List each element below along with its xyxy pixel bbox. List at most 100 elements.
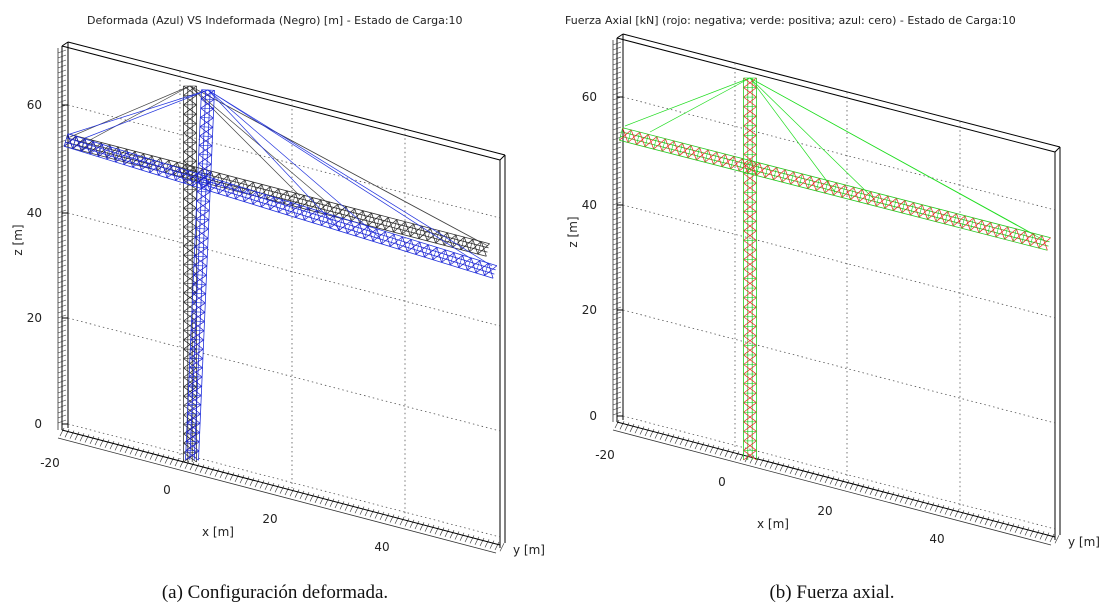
line xyxy=(970,217,974,231)
panel: Deformada (Azul) VS Indeformada (Negro) … xyxy=(11,14,545,557)
line xyxy=(132,154,137,168)
line xyxy=(924,501,930,510)
truss xyxy=(185,89,215,461)
line xyxy=(679,143,683,156)
line xyxy=(749,77,1048,243)
line xyxy=(418,226,423,239)
line xyxy=(364,226,369,239)
line xyxy=(195,218,209,221)
panel-title: Deformada (Azul) VS Indeformada (Negro) … xyxy=(87,14,463,27)
line xyxy=(467,260,480,271)
x-axis-label: x [m] xyxy=(202,525,234,539)
line xyxy=(194,255,208,267)
line xyxy=(183,104,197,115)
line xyxy=(978,222,991,233)
line xyxy=(479,537,485,547)
line xyxy=(619,421,625,430)
line xyxy=(187,403,201,415)
line xyxy=(704,149,709,163)
line xyxy=(183,198,197,209)
line xyxy=(207,89,471,259)
line xyxy=(833,182,837,196)
line xyxy=(192,175,206,187)
line xyxy=(499,543,505,552)
line xyxy=(743,144,757,155)
line xyxy=(459,532,465,541)
line xyxy=(57,219,67,224)
line xyxy=(275,188,279,202)
line xyxy=(198,154,212,165)
line xyxy=(183,236,197,247)
line xyxy=(484,265,498,276)
line xyxy=(57,119,67,124)
line xyxy=(187,413,201,415)
line xyxy=(99,438,105,447)
line xyxy=(612,61,622,66)
panel: Fuerza Axial [kN] (rojo: negativa; verde… xyxy=(565,14,1100,549)
line xyxy=(57,274,67,279)
line xyxy=(199,135,213,147)
line xyxy=(1044,532,1050,541)
axes-box xyxy=(612,33,1061,546)
line xyxy=(616,37,1056,153)
line xyxy=(734,451,740,460)
line xyxy=(89,144,103,155)
line xyxy=(449,252,455,266)
line xyxy=(317,199,322,213)
line xyxy=(389,514,395,523)
line xyxy=(97,142,102,156)
line xyxy=(743,278,757,289)
line xyxy=(119,443,125,452)
line xyxy=(460,237,465,250)
line xyxy=(424,523,430,532)
line xyxy=(191,320,205,322)
line xyxy=(636,134,649,145)
line xyxy=(57,94,67,99)
line xyxy=(189,461,195,471)
line xyxy=(754,456,760,465)
line xyxy=(1014,524,1020,533)
line xyxy=(57,354,67,359)
line xyxy=(359,212,372,224)
line xyxy=(612,171,622,176)
line xyxy=(57,49,67,54)
line xyxy=(612,166,622,171)
line xyxy=(57,364,67,369)
line xyxy=(779,463,785,472)
line xyxy=(743,96,757,107)
line xyxy=(622,415,1056,530)
line xyxy=(704,151,718,163)
line xyxy=(756,164,769,176)
line xyxy=(995,226,1009,238)
line xyxy=(469,535,475,544)
line xyxy=(749,77,836,193)
line xyxy=(57,89,67,94)
line xyxy=(183,377,197,388)
line xyxy=(191,329,205,332)
line xyxy=(612,336,622,341)
line xyxy=(183,207,197,218)
line xyxy=(612,176,622,181)
line xyxy=(59,427,65,437)
line xyxy=(612,306,622,311)
line xyxy=(57,69,67,74)
line xyxy=(743,106,757,117)
line xyxy=(367,212,372,226)
line xyxy=(426,228,431,241)
line xyxy=(669,434,675,443)
line xyxy=(439,527,445,536)
line xyxy=(166,165,172,178)
line xyxy=(773,169,786,181)
line xyxy=(183,264,197,275)
line xyxy=(867,191,872,205)
line xyxy=(244,476,250,485)
line xyxy=(469,241,482,253)
line xyxy=(612,191,622,196)
line xyxy=(57,414,67,419)
line xyxy=(1034,529,1040,539)
line xyxy=(183,151,197,162)
line xyxy=(619,127,623,141)
line xyxy=(57,174,67,179)
line xyxy=(854,482,860,492)
line xyxy=(200,117,214,119)
